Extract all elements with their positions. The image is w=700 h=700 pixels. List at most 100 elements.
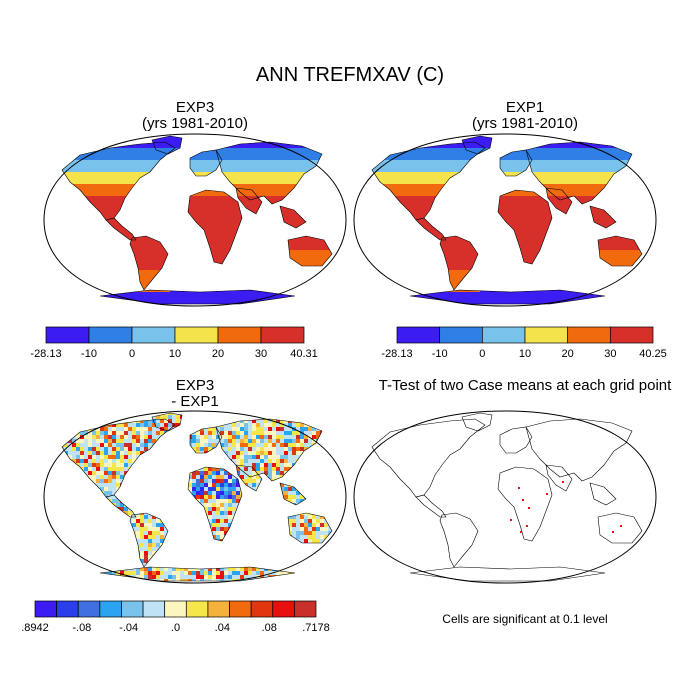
grid-cell [152,475,156,479]
grid-cell [308,495,312,499]
grid-cell [248,543,252,547]
grid-cell [160,415,164,419]
grid-cell [256,567,260,571]
grid-cell [152,463,156,467]
grid-cell [140,407,144,411]
grid-cell [132,559,136,563]
grid-cell [80,455,84,459]
grid-cell [88,563,92,567]
grid-cell [260,427,264,431]
grid-cell [112,535,116,539]
grid-cell [128,475,132,479]
grid-cell [196,539,200,543]
grid-cell [92,523,96,527]
grid-cell [156,539,160,543]
grid-cell [132,467,136,471]
grid-cell [64,427,68,431]
grid-cell [264,551,268,555]
grid-cell [148,415,152,419]
grid-cell [232,495,236,499]
grid-cell [156,519,160,523]
grid-cell [44,463,48,467]
grid-cell [264,475,268,479]
grid-cell [300,435,304,439]
grid-cell [284,479,288,483]
grid-cell [40,459,44,463]
grid-cell [44,407,48,411]
grid-cell [88,459,92,463]
grid-cell [108,551,112,555]
grid-cell [112,507,116,511]
grid-cell [312,479,316,483]
grid-cell [68,527,72,531]
grid-cell [80,535,84,539]
grid-cell [68,435,72,439]
grid-cell [308,547,312,551]
grid-cell [76,483,80,487]
grid-cell [204,519,208,523]
grid-cell [212,507,216,511]
grid-cell [132,519,136,523]
grid-cell [168,407,172,411]
grid-cell [248,447,252,451]
grid-cell [108,491,112,495]
grid-cell [152,511,156,515]
grid-cell [340,443,344,447]
grid-cell [188,567,192,571]
grid-cell [76,487,80,491]
grid-cell [268,579,272,581]
grid-cell [92,503,96,507]
grid-cell [62,435,64,439]
grid-cell [344,471,348,475]
grid-cell [240,459,244,463]
grid-cell [96,443,100,447]
grid-cell [312,559,316,563]
grid-cell [104,463,108,467]
grid-cell [44,419,48,423]
grid-cell [308,483,312,487]
grid-cell [260,407,264,411]
grid-cell [284,523,288,527]
grid-cell [200,423,204,427]
grid-cell [52,539,56,543]
grid-cell [304,487,308,491]
grid-cell [80,507,84,511]
grid-cell [272,499,276,503]
grid-cell [180,495,184,499]
grid-cell [304,455,308,459]
grid-cell [192,571,196,575]
coastline-central-america [105,494,137,518]
grid-cell [132,499,136,503]
grid-cell [196,527,200,531]
grid-cell [64,419,68,423]
grid-cell [140,511,144,515]
grid-cell [324,507,328,511]
grid-cell [192,455,196,459]
grid-cell [252,455,256,459]
grid-cell [292,551,296,555]
grid-cell [276,583,280,587]
grid-cell [304,439,308,443]
grid-cell [268,451,272,455]
grid-cell [312,475,316,479]
grid-cell [136,563,140,567]
grid-cell [312,483,316,487]
grid-cell [48,483,52,487]
grid-cell [288,527,292,531]
grid-cell [76,435,80,439]
grid-cell [256,583,260,587]
grid-cell [184,519,188,523]
grid-cell [232,499,236,503]
grid-cell [140,467,144,471]
grid-cell [284,507,288,511]
grid-cell [128,423,132,427]
grid-cell [100,427,104,431]
grid-cell [100,579,104,581]
grid-cell [128,463,132,467]
grid-cell [72,479,76,483]
grid-cell [56,547,60,551]
grid-cell [40,419,44,423]
grid-cell [316,467,320,471]
grid-cell [304,551,308,555]
grid-cell [188,523,192,527]
